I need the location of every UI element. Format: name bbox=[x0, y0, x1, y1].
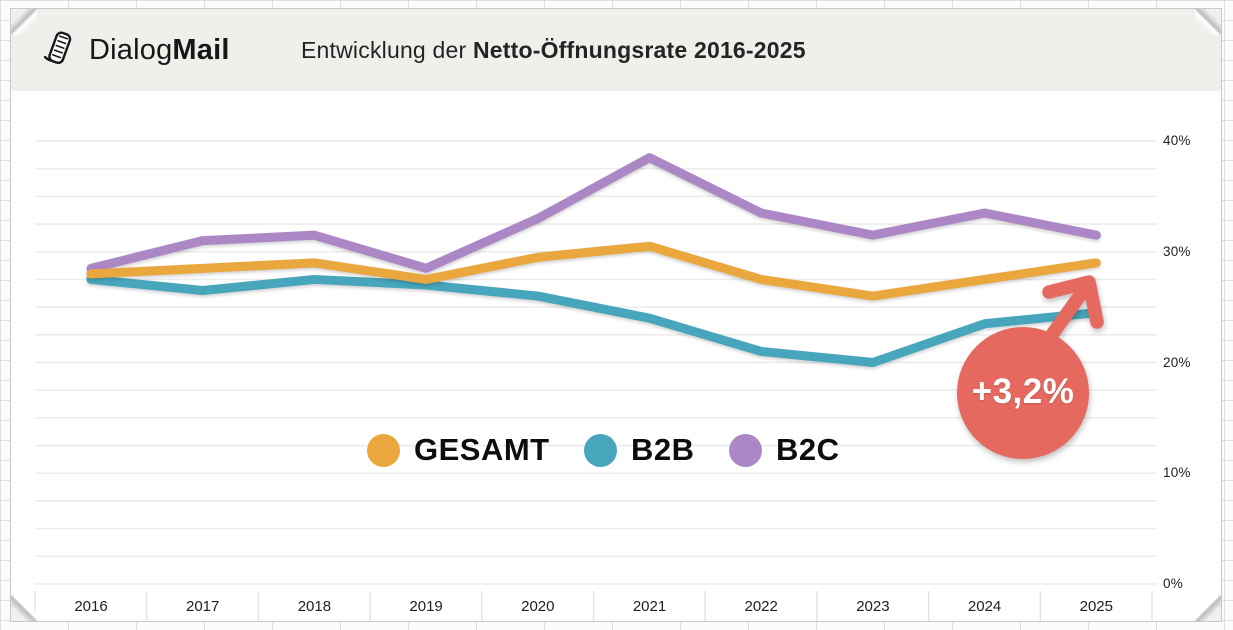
x-tick-label-2018: 2018 bbox=[297, 598, 332, 615]
series-line-b2c bbox=[86, 153, 1101, 273]
brand-bold: Mail bbox=[172, 33, 230, 66]
badge-circle bbox=[957, 327, 1089, 459]
y-tick-label: 20% bbox=[1163, 354, 1191, 370]
x-tick-label-2016: 2016 bbox=[74, 598, 108, 615]
y-tick-label: 30% bbox=[1163, 243, 1191, 259]
plot-area: 40% 30% 20% 10% 0% 2016 2017 2018 2019 2020 2021 2… bbox=[11, 9, 1221, 621]
brand-regular: Dialog bbox=[89, 33, 173, 66]
series-line-gesamt bbox=[86, 241, 1101, 301]
x-tick-label-2021: 2021 bbox=[632, 598, 667, 615]
series-lines bbox=[86, 153, 1101, 367]
brand-name: DialogMail bbox=[89, 34, 230, 67]
arrow-head-icon bbox=[1042, 275, 1104, 329]
title-bold: Netto-Öffnungsrate 2016-2025 bbox=[472, 36, 806, 63]
x-tick-label-2020: 2020 bbox=[521, 598, 555, 615]
y-tick-label: 10% bbox=[1163, 465, 1191, 481]
annotation-badge bbox=[957, 275, 1104, 459]
x-tick-label-2022: 2022 bbox=[744, 598, 778, 615]
chart-canvas bbox=[34, 140, 1157, 621]
title-regular: Entwicklung der bbox=[301, 36, 467, 63]
series-line-b2b bbox=[86, 274, 1101, 367]
chart-image: DialogMail Entwicklung der Netto-Öffnung… bbox=[10, 8, 1222, 622]
x-tick-label-2019: 2019 bbox=[409, 598, 443, 615]
x-tick-label-2025: 2025 bbox=[1079, 598, 1113, 615]
badge-value: +3,2% bbox=[971, 372, 1075, 411]
y-tick-label: 0% bbox=[1163, 576, 1183, 591]
chart-header: DialogMail Entwicklung der Netto-Öffnung… bbox=[11, 9, 1221, 91]
x-tick-label-2024: 2024 bbox=[967, 598, 1002, 615]
dialogmail-logo: DialogMail bbox=[39, 27, 230, 73]
x-tick-label-2023: 2023 bbox=[856, 598, 890, 615]
rolled-newspaper-icon bbox=[43, 31, 72, 65]
page-title: Entwicklung der Netto-Öffnungsrate 2016-… bbox=[301, 9, 806, 91]
x-tick-label-2017: 2017 bbox=[186, 598, 220, 615]
y-tick-label: 40% bbox=[1163, 133, 1191, 148]
